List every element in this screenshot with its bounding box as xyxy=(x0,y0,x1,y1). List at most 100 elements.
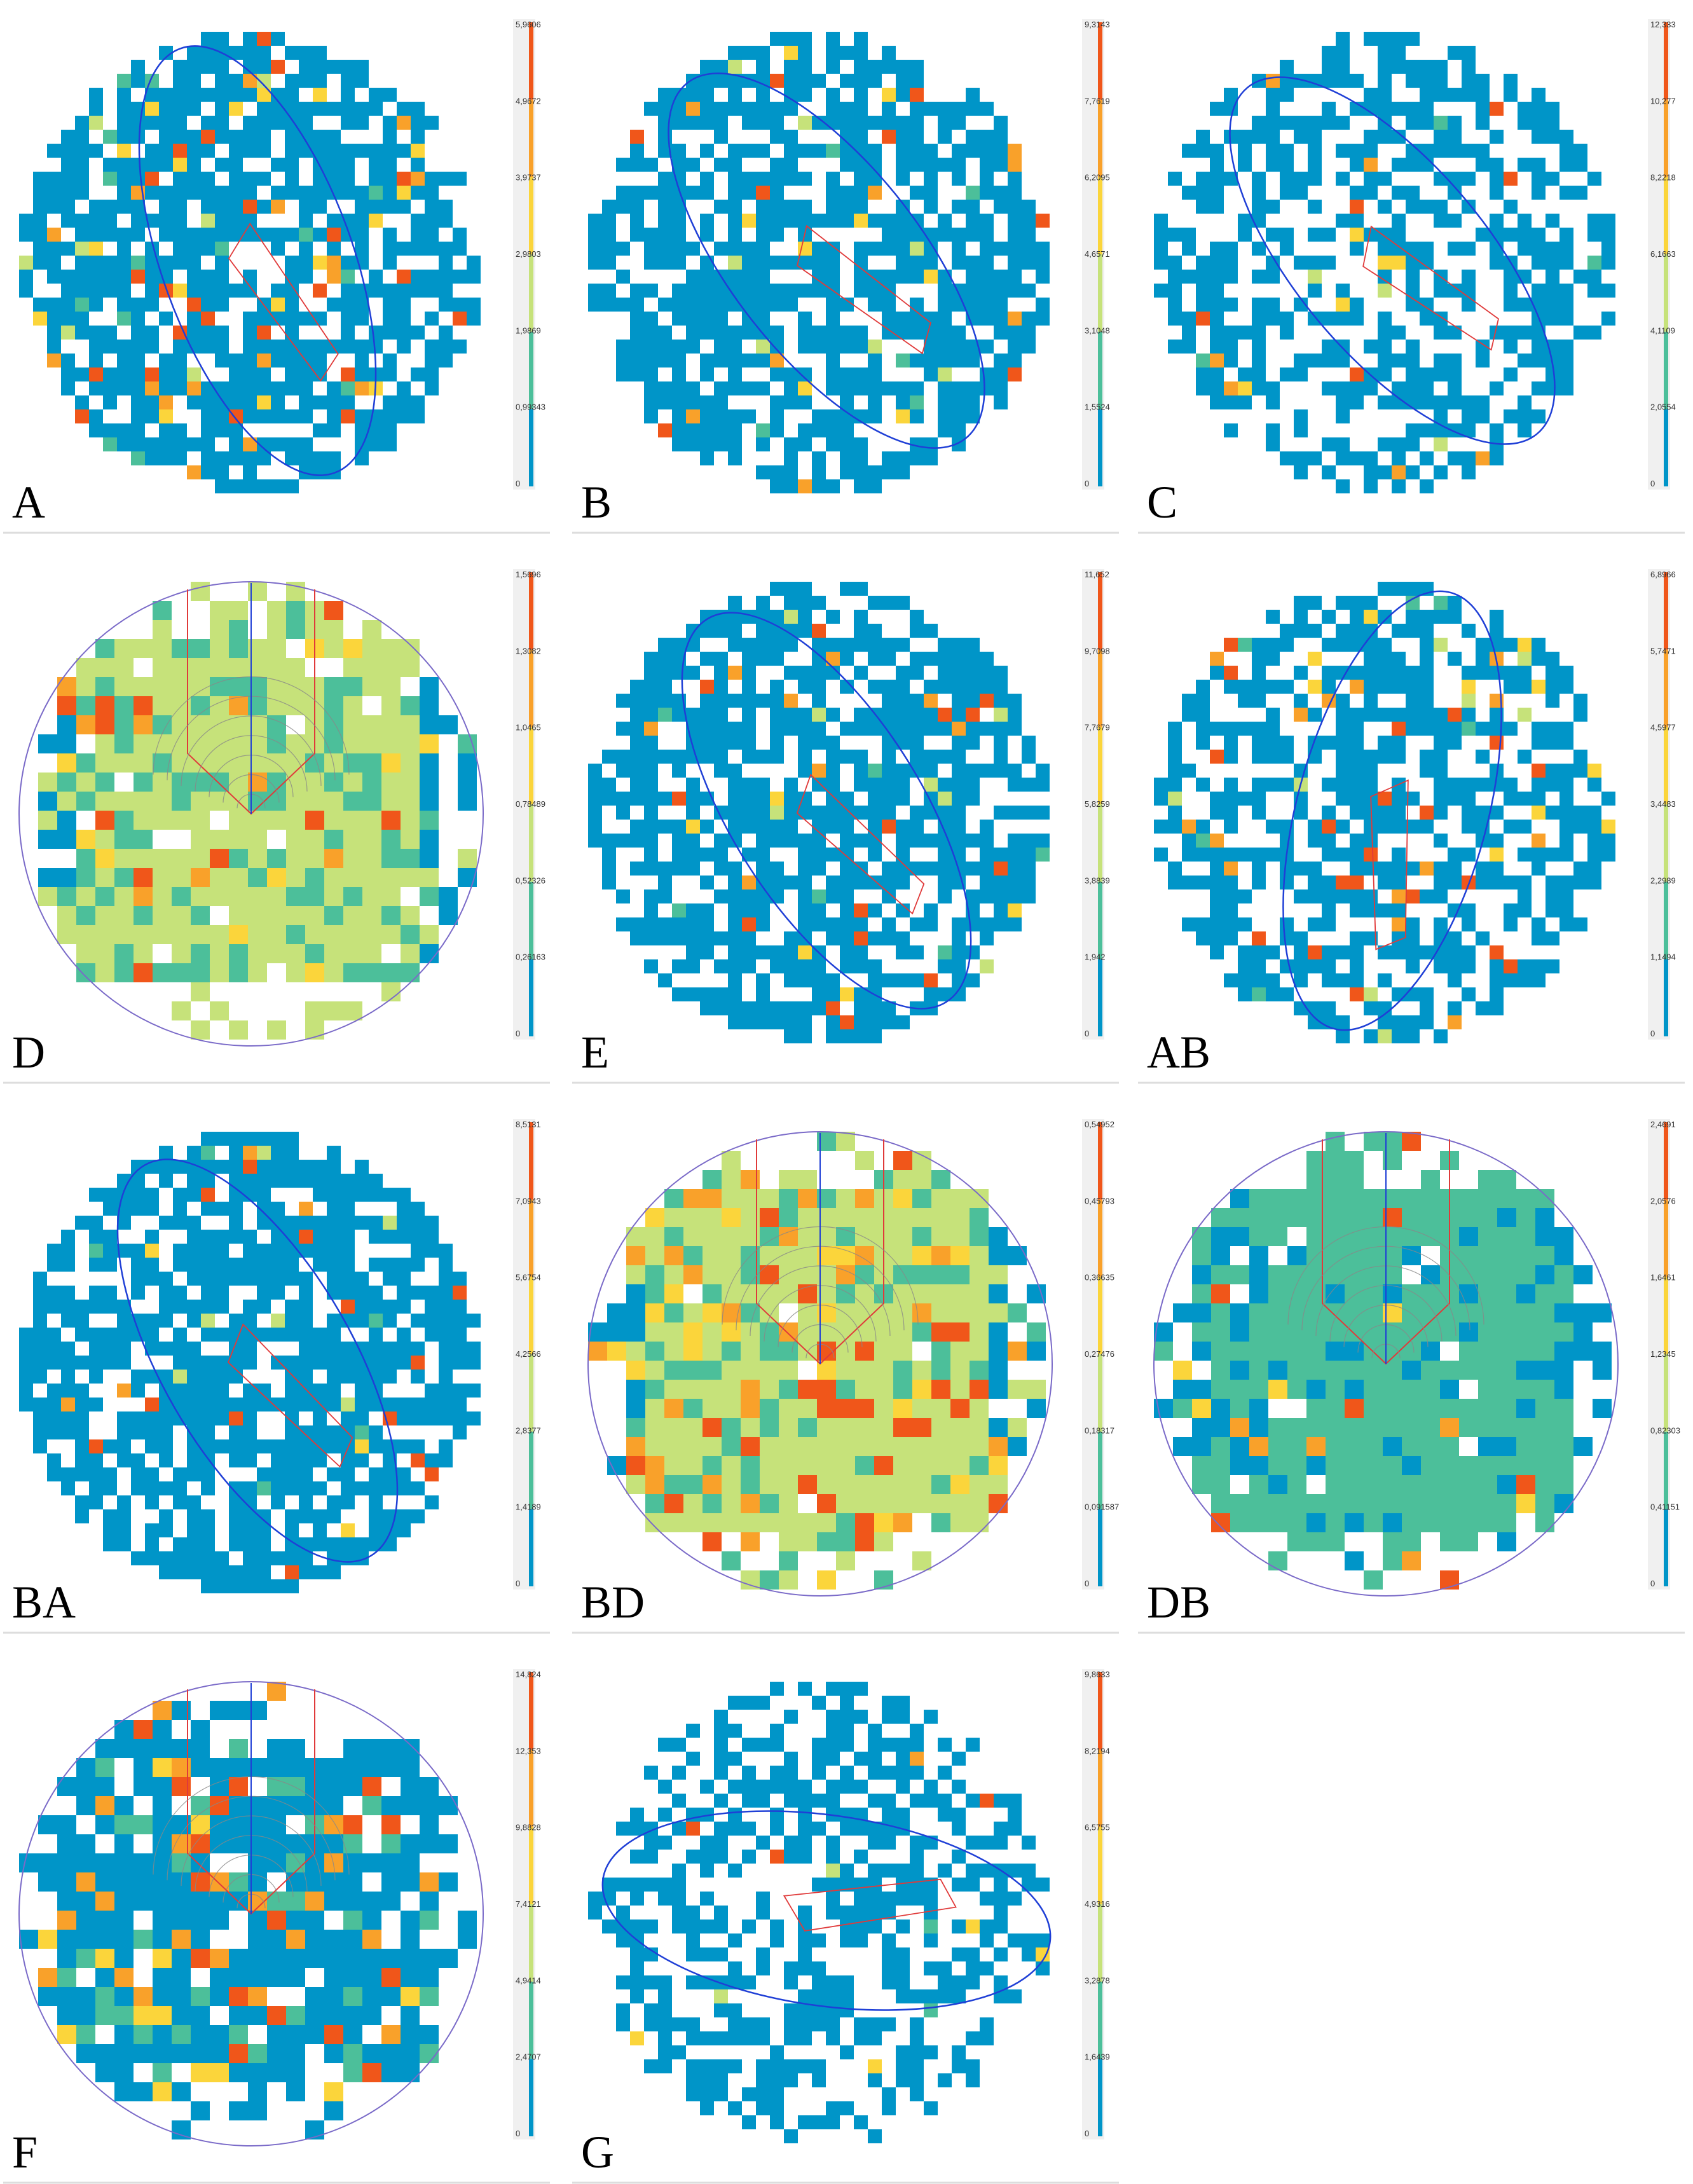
heatmap-cell xyxy=(1518,792,1532,806)
heatmap-cell xyxy=(686,666,700,680)
heatmap-cell xyxy=(658,88,672,102)
heatmap-cell xyxy=(285,74,299,88)
heatmap-cell xyxy=(355,74,369,88)
heatmap-cell xyxy=(271,1439,285,1453)
heatmap-cell xyxy=(1008,312,1022,326)
heatmap-cell xyxy=(980,312,994,326)
heatmap-cell xyxy=(95,925,114,944)
heatmap-cell xyxy=(327,158,341,172)
heatmap-cell xyxy=(439,1244,453,1258)
heatmap-cell xyxy=(134,849,153,868)
heatmap-cell xyxy=(243,1537,257,1551)
heatmap-cell xyxy=(896,116,910,130)
heatmap-cell xyxy=(1224,931,1238,945)
heatmap-cell xyxy=(243,479,257,493)
colorbar-segment xyxy=(1098,1432,1102,1509)
heatmap-cell xyxy=(103,326,117,340)
heatmap-cell xyxy=(229,811,248,830)
heatmap-cell xyxy=(826,708,840,722)
heatmap-cell xyxy=(826,172,840,186)
heatmap-cell xyxy=(401,868,420,887)
heatmap-cell xyxy=(1008,903,1022,917)
heatmap-cell xyxy=(1593,1399,1612,1418)
heatmap-cell xyxy=(703,1284,722,1303)
heatmap-cell xyxy=(874,1418,893,1437)
heatmap-cell xyxy=(1224,638,1238,652)
heatmap-cell xyxy=(57,887,76,906)
heatmap-cell xyxy=(47,186,61,200)
heatmap-cell xyxy=(1518,889,1532,903)
heatmap-cell xyxy=(210,1001,229,1020)
heatmap-cell xyxy=(1196,381,1210,395)
heatmap-cell xyxy=(1294,1001,1308,1015)
heatmap-cell xyxy=(153,1815,172,1834)
heatmap-cell xyxy=(630,764,644,778)
heatmap-cell xyxy=(355,186,369,200)
heatmap-cell xyxy=(896,130,910,144)
heatmap-cell xyxy=(153,868,172,887)
heatmap-cell xyxy=(664,1189,683,1208)
heatmap-cell xyxy=(896,214,910,228)
heatmap-cell xyxy=(686,917,700,931)
heatmap-cell xyxy=(76,2006,95,2025)
heatmap-cell xyxy=(324,849,343,868)
heatmap-cell xyxy=(1535,1380,1554,1399)
heatmap-cell xyxy=(1182,708,1196,722)
heatmap-cell xyxy=(1532,792,1546,806)
heatmap-cell xyxy=(700,395,714,409)
heatmap-cell xyxy=(57,1872,76,1892)
heatmap-cell xyxy=(924,437,938,451)
heatmap-cell xyxy=(75,409,89,423)
heatmap-cell xyxy=(453,270,467,284)
heatmap-cell xyxy=(229,620,248,639)
heatmap-cell xyxy=(840,46,854,60)
heatmap-cell xyxy=(187,144,201,158)
heatmap-cell xyxy=(401,849,420,868)
heatmap-cell xyxy=(770,102,784,116)
heatmap-cell xyxy=(369,1188,383,1202)
heatmap-cell xyxy=(855,1380,874,1399)
heatmap-cell xyxy=(114,887,134,906)
heatmap-cell xyxy=(1364,1456,1383,1475)
colorbar-tick-label: 6,8966 xyxy=(1650,570,1676,579)
heatmap-cell xyxy=(1434,437,1448,451)
heatmap-cell xyxy=(658,750,672,764)
heatmap-cell xyxy=(257,409,271,423)
heatmap-cell xyxy=(931,1399,950,1418)
heatmap-cell xyxy=(1573,917,1587,931)
heatmap-cell xyxy=(1559,256,1573,270)
heatmap-cell xyxy=(381,753,401,773)
heatmap-cell xyxy=(630,694,644,708)
heatmap-cell xyxy=(672,834,686,848)
heatmap-cell xyxy=(1350,367,1364,381)
heatmap-cell xyxy=(327,1384,341,1398)
heatmap-cell xyxy=(1406,465,1420,479)
heatmap-cell xyxy=(1459,1475,1478,1494)
heatmap-cell xyxy=(420,792,439,811)
heatmap-cell xyxy=(742,1001,756,1015)
heatmap-cell xyxy=(191,2025,210,2044)
heatmap-cell xyxy=(1420,242,1434,256)
heatmap-cell xyxy=(153,696,172,715)
heatmap-cell xyxy=(728,409,742,423)
heatmap-cell xyxy=(938,284,952,298)
heatmap-cell xyxy=(243,1174,257,1188)
heatmap-cell xyxy=(313,423,327,437)
heatmap-cell xyxy=(770,465,784,479)
heatmap-cell xyxy=(210,601,229,620)
heatmap-cell xyxy=(1266,820,1280,834)
heatmap-cell xyxy=(229,1160,243,1174)
heatmap-cell xyxy=(1008,214,1022,228)
heatmap-cell xyxy=(215,1328,229,1342)
heatmap-cell xyxy=(411,284,425,298)
heatmap-cell xyxy=(1266,437,1280,451)
heatmap-cell xyxy=(912,1456,931,1475)
heatmap-cell xyxy=(57,1853,76,1872)
heatmap-cell xyxy=(1224,340,1238,354)
heatmap-cell xyxy=(38,792,57,811)
heatmap-cell xyxy=(1350,214,1364,228)
heatmap-cell xyxy=(836,1380,855,1399)
heatmap-cell xyxy=(924,144,938,158)
heatmap-cell xyxy=(1448,367,1462,381)
heatmap-cell xyxy=(1168,722,1182,736)
